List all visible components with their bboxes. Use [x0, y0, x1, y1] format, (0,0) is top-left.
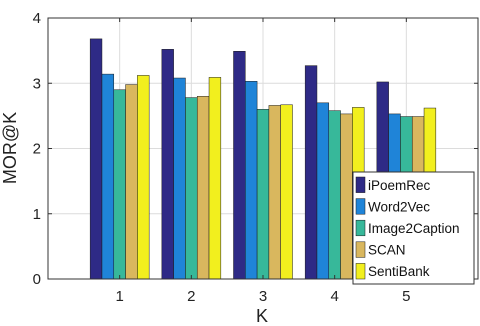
- legend-box: [352, 171, 475, 285]
- bar: [125, 84, 138, 280]
- bar: [245, 81, 258, 280]
- x-axis-title: K: [256, 306, 268, 326]
- bar: [89, 38, 103, 280]
- bar: [340, 113, 353, 280]
- legend-swatch: [355, 263, 366, 280]
- x-tick-label: 5: [402, 288, 410, 305]
- bar: [233, 51, 246, 280]
- bar: [304, 65, 318, 280]
- y-tick-label: 3: [33, 75, 41, 92]
- y-axis-title: MOR@K: [0, 112, 20, 184]
- bar: [316, 102, 330, 280]
- bar: [173, 77, 186, 280]
- legend-label: iPoemRec: [368, 178, 431, 193]
- x-tick-label: 4: [330, 288, 338, 305]
- legend-swatch: [355, 198, 366, 215]
- y-tick-label: 0: [33, 271, 41, 288]
- legend-label: SentiBank: [368, 264, 430, 279]
- tick-labels: 0 1 2 3 4 1 2 3 4 5: [33, 10, 411, 305]
- bar: [101, 73, 115, 280]
- x-tick-label: 1: [115, 288, 123, 305]
- bar: [196, 96, 210, 280]
- bar: [185, 97, 198, 280]
- y-tick-label: 4: [33, 10, 41, 27]
- bar: [161, 49, 174, 280]
- bar: [113, 89, 126, 280]
- legend-swatch: [355, 176, 366, 193]
- bar: [328, 110, 341, 280]
- axes: [47, 17, 479, 280]
- legend-label: SCAN: [368, 243, 406, 258]
- bar: [280, 104, 293, 280]
- legend-swatch: [355, 241, 366, 258]
- x-tick-label: 3: [259, 288, 267, 305]
- legend-label: Image2Caption: [368, 221, 460, 236]
- y-tick-label: 1: [33, 206, 41, 223]
- plot-frame: [47, 17, 479, 280]
- x-tick-label: 2: [187, 288, 195, 305]
- bar: [268, 105, 281, 280]
- bar: [208, 77, 222, 280]
- bar: [137, 75, 150, 280]
- y-tick-label: 2: [33, 141, 41, 158]
- legend-swatch: [355, 219, 366, 237]
- legend: iPoemRec Word2Vec Image2Caption SCAN SentiBa…: [352, 171, 475, 285]
- legend-label: Word2Vec: [368, 199, 430, 214]
- bar: [256, 109, 270, 280]
